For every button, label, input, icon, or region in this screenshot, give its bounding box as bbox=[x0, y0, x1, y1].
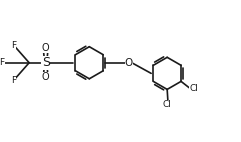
Text: O: O bbox=[42, 43, 49, 53]
Text: O: O bbox=[125, 58, 133, 68]
Text: O: O bbox=[42, 72, 49, 82]
Text: F: F bbox=[0, 58, 5, 67]
Text: S: S bbox=[42, 56, 50, 69]
Text: F: F bbox=[11, 76, 16, 85]
Text: Cl: Cl bbox=[189, 84, 198, 93]
Text: F: F bbox=[11, 41, 16, 50]
Text: Cl: Cl bbox=[163, 100, 172, 108]
